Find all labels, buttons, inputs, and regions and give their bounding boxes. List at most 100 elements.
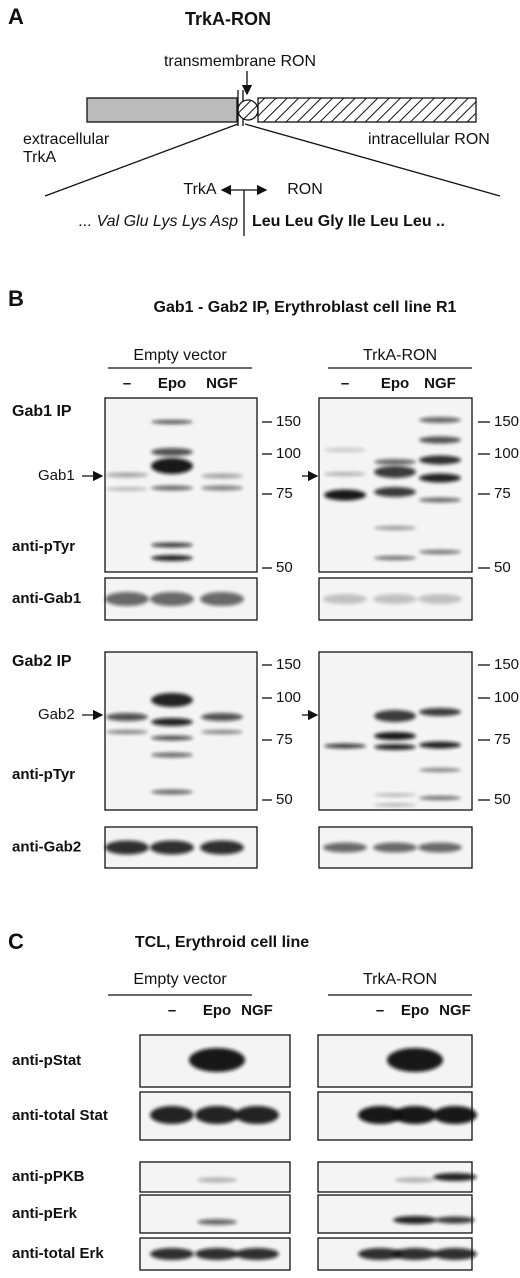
band (195, 1106, 239, 1124)
panel-title: TrkA-RON (185, 9, 271, 29)
band (419, 497, 461, 503)
band (151, 485, 193, 491)
band (374, 459, 416, 465)
band (235, 1248, 279, 1260)
sequence-trka: ... Val Glu Lys Lys Asp (79, 213, 238, 230)
marker-label: 75 (276, 731, 293, 748)
band (151, 458, 193, 474)
zoom-line (244, 123, 501, 197)
marker-label: 75 (494, 485, 511, 502)
band (324, 489, 366, 501)
band (197, 1177, 237, 1183)
lane-label: NGF (439, 1002, 471, 1019)
loading-label: anti-Gab2 (12, 838, 81, 855)
marker-label: 150 (494, 413, 519, 430)
band (374, 556, 416, 560)
lane-label: Epo (203, 1002, 231, 1019)
band (419, 473, 461, 483)
marker-label: 75 (276, 485, 293, 502)
blot (139, 1161, 291, 1193)
panel-letter: C (8, 929, 24, 954)
band (374, 487, 416, 497)
band (395, 1177, 435, 1183)
band (151, 542, 193, 548)
band (435, 1216, 475, 1224)
band (235, 1106, 279, 1124)
group-label: TrkA-RON (363, 347, 437, 364)
band (200, 592, 244, 606)
group-label: Empty vector (133, 971, 227, 988)
panel-letter: B (8, 286, 24, 311)
band (419, 796, 461, 800)
lane-label: – (123, 375, 131, 392)
group-label: TrkA-RON (363, 971, 437, 988)
band (150, 1248, 194, 1260)
band (151, 420, 193, 424)
band (150, 592, 194, 606)
extracellular-label: TrkA (23, 149, 57, 166)
junction-left: TrkA (183, 181, 217, 198)
band (150, 840, 194, 855)
blot (317, 1194, 473, 1234)
band (201, 485, 243, 491)
band (419, 768, 461, 772)
marker-label: 150 (276, 413, 301, 430)
marker-label: 100 (494, 445, 519, 462)
lane-label: Epo (381, 375, 409, 392)
blot (318, 651, 473, 811)
marker-label: 50 (276, 791, 293, 808)
zoom-line (44, 123, 239, 197)
marker-label: 100 (276, 689, 301, 706)
blot (318, 397, 473, 573)
band (419, 550, 461, 554)
band (374, 526, 416, 530)
extracellular-label: extracellular (23, 131, 110, 148)
panel-title: Gab1 - Gab2 IP, Erythroblast cell line R… (154, 299, 457, 316)
tm-domain (237, 99, 259, 121)
band (374, 466, 416, 478)
band (324, 472, 366, 476)
marker-label: 50 (494, 791, 511, 808)
trka-domain (86, 97, 238, 123)
blot-label: anti-pErk (12, 1205, 78, 1222)
band (324, 743, 366, 749)
marker-label: 50 (276, 559, 293, 576)
lane-label: Epo (158, 375, 186, 392)
band (323, 842, 367, 853)
blot-label: anti-pPKB (12, 1168, 85, 1185)
band (358, 1248, 402, 1260)
band (151, 718, 193, 726)
lane-label: – (168, 1002, 176, 1019)
band (324, 448, 366, 452)
marker-label: 100 (494, 689, 519, 706)
band (150, 1106, 194, 1124)
blot-label: anti-total Stat (12, 1107, 108, 1124)
band (419, 436, 461, 444)
band (151, 752, 193, 758)
blot-label: anti-pTyr (12, 538, 75, 555)
band (106, 730, 148, 734)
band (105, 592, 149, 606)
blot (139, 1194, 291, 1234)
band (433, 1106, 477, 1124)
band (374, 744, 416, 750)
band (373, 842, 417, 853)
band (418, 594, 462, 604)
band (189, 1048, 245, 1072)
ip-title: Gab2 IP (12, 653, 72, 670)
band (419, 708, 461, 716)
lane-label: Epo (401, 1002, 429, 1019)
band (419, 741, 461, 749)
blot-label: anti-pTyr (12, 766, 75, 783)
band (151, 693, 193, 707)
band (433, 1173, 477, 1181)
ip-title: Gab1 IP (12, 403, 72, 420)
protein-label: Gab1 (38, 467, 75, 484)
lane-label: NGF (424, 375, 456, 392)
loading-label: anti-Gab1 (12, 590, 81, 607)
tm-label: transmembrane RON (164, 53, 316, 70)
band (200, 840, 244, 855)
marker-label: 150 (494, 656, 519, 673)
band (195, 1248, 239, 1260)
band (105, 840, 149, 855)
